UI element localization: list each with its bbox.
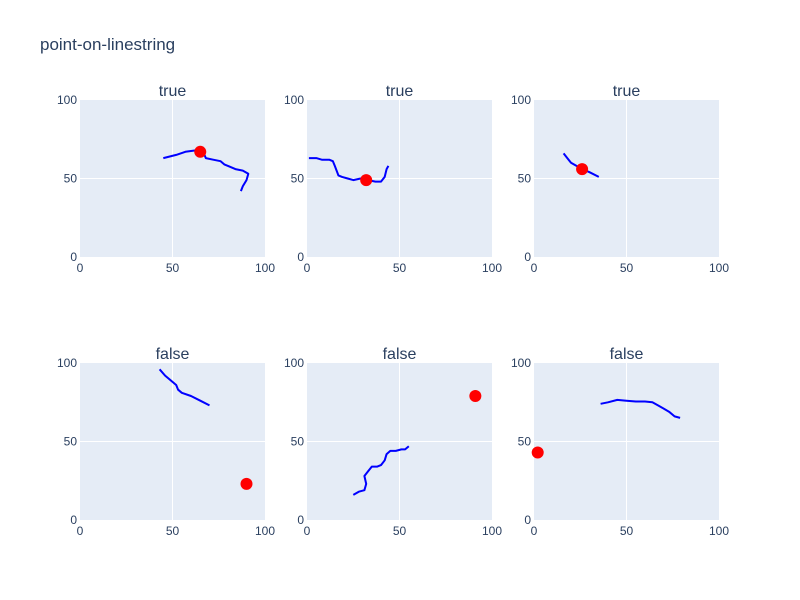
subplots-container: 0 50 100 0 50 100 true 0 50 100 0 50 100 true 0 50 100 0 5… [57, 83, 729, 538]
point-marker [531, 446, 544, 459]
x-tick-label: 50 [393, 524, 407, 538]
x-tick-label: 100 [482, 261, 502, 275]
point-marker [360, 174, 373, 187]
y-tick-label: 100 [511, 93, 531, 107]
y-tick-label: 0 [70, 513, 77, 527]
subplot-5: 0 50 100 0 50 100 false [284, 346, 502, 538]
linestring-series [562, 152, 600, 178]
y-tick-label: 50 [518, 435, 532, 449]
y-tick-label: 50 [518, 172, 532, 186]
y-tick-label: 50 [64, 435, 78, 449]
page-title: point-on-linestring [40, 35, 175, 54]
x-tick-label: 100 [255, 524, 275, 538]
x-tick-label: 50 [393, 261, 407, 275]
x-tick-label: 50 [620, 524, 634, 538]
x-tick-label: 100 [482, 524, 502, 538]
subplot-title: false [610, 346, 644, 363]
y-tick-label: 0 [70, 250, 77, 264]
subplot-3: 0 50 100 0 50 100 true [511, 83, 729, 275]
subplot-title: false [383, 346, 417, 363]
x-tick-label: 0 [304, 524, 311, 538]
y-tick-label: 100 [57, 93, 77, 107]
x-tick-label: 50 [166, 524, 180, 538]
x-tick-label: 100 [709, 524, 729, 538]
x-tick-label: 100 [255, 261, 275, 275]
y-tick-label: 0 [297, 250, 304, 264]
y-tick-label: 0 [524, 513, 531, 527]
y-tick-label: 0 [297, 513, 304, 527]
linestring-series [163, 148, 250, 192]
x-tick-label: 0 [77, 261, 84, 275]
x-tick-label: 0 [304, 261, 311, 275]
x-tick-label: 0 [531, 261, 538, 275]
y-tick-label: 100 [284, 356, 304, 370]
subplot-4: 0 50 100 0 50 100 false [57, 346, 275, 538]
x-tick-label: 100 [709, 261, 729, 275]
x-tick-label: 50 [620, 261, 634, 275]
y-tick-label: 0 [524, 250, 531, 264]
subplot-title: false [156, 346, 190, 363]
linestring-series [600, 398, 681, 419]
x-tick-label: 0 [531, 524, 538, 538]
point-marker [194, 145, 207, 158]
x-tick-label: 0 [77, 524, 84, 538]
linestring-series [308, 157, 390, 183]
point-marker [240, 477, 253, 490]
y-tick-label: 100 [511, 356, 531, 370]
linestring-series [158, 368, 210, 407]
subplot-title: true [386, 83, 414, 100]
subplot-1: 0 50 100 0 50 100 true [57, 83, 275, 275]
point-marker [576, 163, 589, 176]
y-tick-label: 50 [64, 172, 78, 186]
subplot-2: 0 50 100 0 50 100 true [284, 83, 502, 275]
y-tick-label: 50 [291, 172, 305, 186]
y-tick-label: 100 [57, 356, 77, 370]
subplot-title: true [613, 83, 641, 100]
subplot-title: true [159, 83, 187, 100]
linestring-series [352, 445, 410, 496]
point-marker [469, 389, 482, 402]
x-tick-label: 50 [166, 261, 180, 275]
subplot-6: 0 50 100 0 50 100 false [511, 346, 729, 538]
y-tick-label: 100 [284, 93, 304, 107]
y-tick-label: 50 [291, 435, 305, 449]
